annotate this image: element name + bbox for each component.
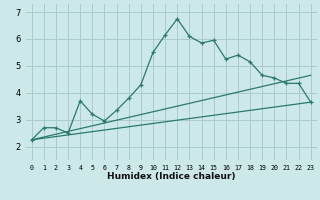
X-axis label: Humidex (Indice chaleur): Humidex (Indice chaleur)	[107, 172, 236, 181]
